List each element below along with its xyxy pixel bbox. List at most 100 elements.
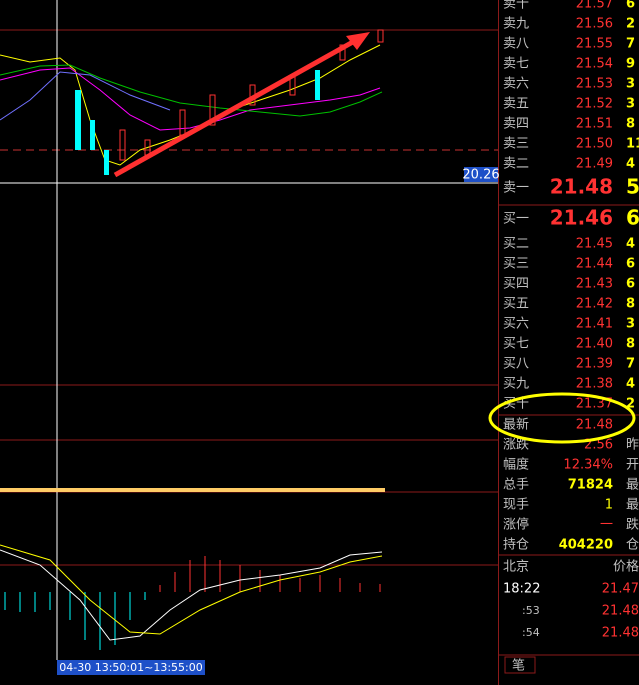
stat-side: 最 [626,498,639,513]
level-price: 21.40 [576,337,613,352]
tab[interactable] [504,656,536,674]
level-label: 卖二 [503,157,529,172]
stat-value: 1 [605,498,613,513]
tick-price: 21.48 [602,626,639,641]
level-price: 21.41 [576,317,613,332]
level-label: 买九 [503,377,529,392]
level-volume: 4 [626,377,635,392]
ma-line [0,44,381,166]
stat-label: 幅度 [503,457,529,473]
tab-label[interactable]: 笔 [512,658,525,674]
level-label: 卖三 [503,137,529,152]
level-label: 卖一 [503,181,529,196]
level-price: 21.45 [576,237,613,252]
level-price: 21.56 [576,17,613,32]
stat-value: 21.48 [576,418,613,433]
stat-label: 涨停 [503,517,529,533]
ma-line [0,67,381,131]
level-label: 卖六 [503,77,529,92]
level-label: 买六 [503,317,529,332]
tick-time: 18:22 [503,582,540,597]
tick-price: 21.48 [602,604,639,619]
trend-arrow-head [346,32,370,50]
trend-arrow [113,35,362,178]
level-price: 21.50 [576,137,613,152]
level-label: 买二 [503,237,529,252]
level-price: 21.54 [576,57,613,72]
level-price: 21.52 [576,97,613,112]
level-volume: 6 [626,0,635,12]
level-price: 21.42 [576,297,613,312]
level-label: 卖七 [503,57,529,72]
level-volume: 5 [626,175,639,199]
stat-label: 现手 [503,498,529,513]
level-volume: 3 [626,77,635,92]
level-label: 卖八 [503,37,529,52]
macd-line [0,549,383,641]
tick-time: :54 [522,626,540,639]
time-label-bg [57,660,205,675]
level-price: 21.48 [550,175,613,199]
level-volume: 8 [626,337,635,352]
level-volume: 4 [626,157,635,172]
stat-side: 开 [626,458,639,473]
level-price: 21.43 [576,277,613,292]
stat-label: 最新 [503,417,529,433]
level-volume: 6 [626,206,639,230]
highlight-circle [488,392,636,444]
stat-side: 跌 [626,517,639,533]
level-price: 21.37 [576,397,613,412]
level-volume: 8 [626,117,635,132]
level-price: 21.39 [576,357,613,372]
signal-line [0,544,383,635]
level-label: 买四 [503,277,529,292]
level-volume: 2 [626,397,635,412]
level-price: 21.53 [576,77,613,92]
stat-value: 12.34% [563,458,613,473]
stat-side: 仓 [626,538,639,553]
tick-header: 价格 [613,559,639,575]
level-label: 买一 [503,212,529,227]
level-price: 21.38 [576,377,613,392]
level-label: 卖四 [503,117,529,132]
time-label: 04-30 13:50:01~13:55:00 [59,661,202,674]
stat-label: 持仓 [503,538,529,553]
stat-label: 涨跌 [503,437,529,453]
stat-side: 最 [626,478,639,493]
level-volume: 11 [626,137,639,152]
tick-time: :53 [522,604,540,617]
level-price: 21.57 [576,0,613,12]
price-label: 20.26 [462,168,499,183]
level-volume: 8 [626,297,635,312]
level-volume: 3 [626,97,635,112]
level-volume: 9 [626,57,635,72]
stat-label: 总手 [503,478,529,493]
level-label: 买五 [503,297,529,312]
level-volume: 2 [626,17,635,32]
stat-value: 404220 [559,538,613,553]
level-volume: 4 [626,237,635,252]
level-volume: 6 [626,277,635,292]
macd-bars [4,592,146,650]
macd-bars [159,556,381,592]
level-label: 卖十 [503,0,529,12]
price-label-bg [464,167,498,182]
volume-bars [0,488,385,492]
level-volume: 3 [626,317,635,332]
level-volume: 6 [626,257,635,272]
level-price: 21.44 [576,257,613,272]
order-book: 卖十 21.57 6 卖九 21.56 2 卖八 21.55 7 卖七 21.54 9 卖六 21.53 3… [503,0,639,641]
level-label: 买八 [503,357,529,372]
level-volume: 7 [626,37,635,52]
ma-line [0,71,171,121]
level-volume: 7 [626,357,635,372]
tick-price: 21.47 [602,582,639,597]
level-price: 21.55 [576,37,613,52]
level-price: 21.46 [550,206,613,230]
ma-line [0,64,383,117]
stat-value: 71824 [568,478,613,493]
stat-value: 一 [600,518,613,533]
tick-header: 北京 [503,560,529,575]
level-label: 买三 [503,257,529,272]
